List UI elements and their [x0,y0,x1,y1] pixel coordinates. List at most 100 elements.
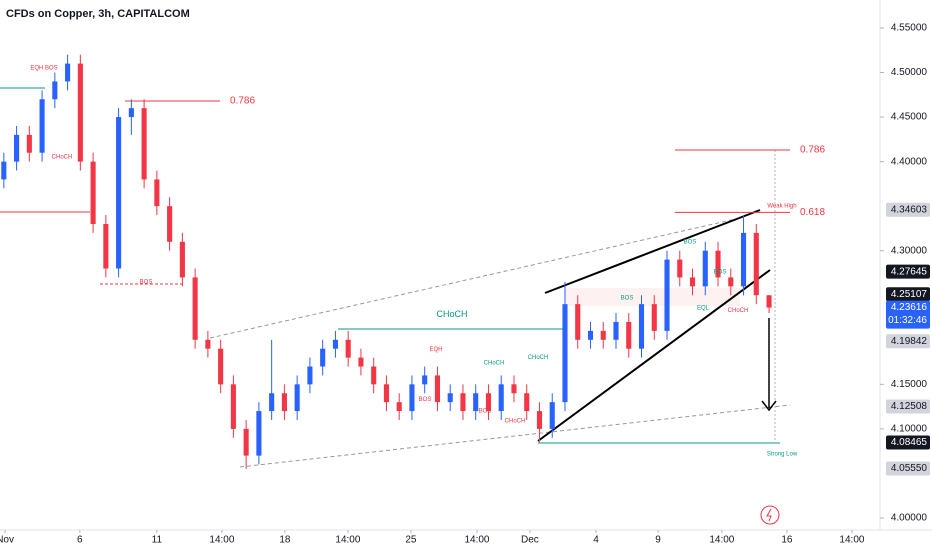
candle-body [447,393,453,403]
x-tick-label: 14:00 [464,535,489,546]
candle-body [460,393,466,412]
x-tick-label: 9 [655,535,661,546]
annotation: BOS [684,239,697,245]
x-tick-label: 14:00 [209,535,234,546]
candle-body [613,321,619,340]
channel-line [239,404,791,468]
candle-body [587,330,594,340]
fib-label: 0.786 [800,145,825,156]
candle-body [116,117,122,269]
y-tick-label: 4.00000 [891,513,928,524]
candle-body [14,134,20,162]
candle-body [371,366,377,385]
x-tick-label: Dec [521,535,539,546]
candle-body [256,411,262,456]
annotation: BOS [714,270,727,276]
price-label: 4.25107 [891,289,928,300]
candle-body [179,241,185,278]
candle-body [383,384,389,403]
x-tick-label: 14:00 [709,535,734,546]
candle-body [320,348,326,367]
candle-body [345,339,351,358]
annotation: Weak High [767,204,796,210]
y-tick-label: 4.40000 [891,156,928,167]
candle-body [65,63,71,82]
y-tick-label: 4.10000 [891,424,928,435]
candle-body [167,206,173,242]
annotation: EQH [429,347,442,353]
candle-body [498,384,504,412]
candle-body [511,384,517,394]
candle-body [396,402,402,412]
fib-label: 0.618 [800,207,825,218]
candle-body [218,348,224,385]
price-label: 4.19842 [891,336,928,347]
price-label-box [886,202,930,217]
price-label-box [886,300,930,329]
price-label-box [886,399,930,414]
x-tick-label: 14:00 [335,535,360,546]
price-label-box [886,334,930,349]
candle-body [740,232,747,287]
annotation: BOS [140,279,153,285]
x-tick-label: 11 [152,535,163,546]
x-tick-label: 18 [279,535,291,546]
y-tick-label: 4.55000 [891,23,928,34]
price-label: 4.27645 [891,266,928,277]
fib-label: 0.786 [230,96,255,107]
countdown: 01:32:46 [888,315,927,326]
annotation: EQH BOS [30,66,57,72]
x-tick-label: 4 [593,535,599,546]
annotation: Strong Low [767,451,798,457]
x-tick-label: Nov [0,535,14,546]
candle-body [90,161,96,224]
candle-body [409,384,415,412]
candle-body [39,99,45,153]
price-label: 4.05550 [891,463,928,474]
candle-body [294,384,300,412]
candle-body [307,366,313,385]
y-tick-label: 4.45000 [891,112,928,123]
candle-body [332,339,338,349]
annotation: CHoCH [436,309,467,319]
candle-body [651,304,657,331]
price-label: 4.12508 [891,401,928,412]
candle-body [230,384,236,429]
candle-body [128,108,134,118]
x-tick-label: 14:00 [839,535,864,546]
price-label-box [886,287,930,302]
candle-body [600,330,606,340]
annotation: BOS [419,397,432,403]
candle-body [26,134,32,153]
x-tick-label: 6 [77,535,83,546]
candle-body [154,179,160,207]
annotation: EQL [697,305,710,311]
chart-title: CFDs on Copper, 3h, CAPITALCOM [6,8,190,20]
candle-body [549,402,555,429]
candle-body [638,304,645,349]
price-label: 4.23616 [891,302,928,313]
candle-body [434,375,440,403]
candle-body [562,304,568,403]
x-tick-label: 16 [781,535,793,546]
candle-body [52,81,58,100]
candle-body [485,393,492,412]
candle-body [753,232,759,296]
annotation: CHoCH [505,418,526,424]
candle-body [1,161,7,180]
price-label: 4.34603 [891,204,928,215]
y-tick-label: 4.50000 [891,67,928,78]
candle-body [103,223,109,269]
arrow-head [761,400,777,412]
price-label-box [886,264,930,279]
candle-body [689,277,696,287]
candle-body [575,304,581,340]
candle-body [358,357,364,367]
price-label-box [886,435,930,450]
candle-body [536,411,543,429]
alert-icon [760,505,780,525]
candle-body [141,108,147,180]
candle-body [677,259,683,278]
